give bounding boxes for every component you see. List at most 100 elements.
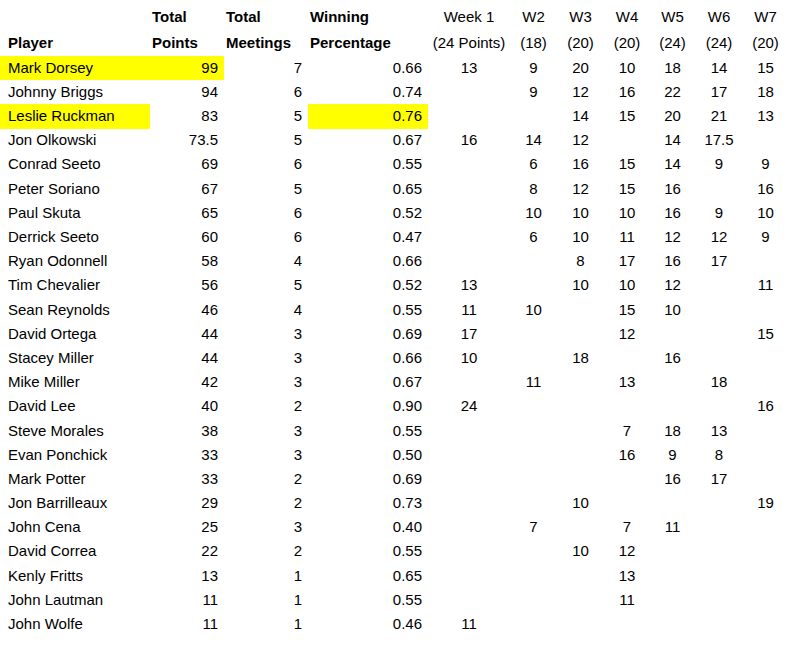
week-cell[interactable] xyxy=(428,153,510,177)
player-cell[interactable]: David Correa xyxy=(0,540,150,564)
week-cell[interactable] xyxy=(604,612,650,636)
week-cell[interactable]: 7 xyxy=(604,419,650,443)
week-header[interactable]: W4 xyxy=(604,4,650,30)
week-cell[interactable]: 16 xyxy=(743,177,788,201)
week-cell[interactable] xyxy=(510,467,557,491)
week-cell[interactable] xyxy=(650,322,695,346)
week-cell[interactable]: 13 xyxy=(695,419,743,443)
total-points-cell[interactable]: 60 xyxy=(150,225,224,249)
week-cell[interactable]: 14 xyxy=(650,153,695,177)
week-cell[interactable]: 10 xyxy=(557,274,604,298)
total-points-header-line2[interactable]: Points xyxy=(150,30,224,56)
week-cell[interactable]: 15 xyxy=(604,153,650,177)
week-cell[interactable]: 7 xyxy=(604,516,650,540)
winning-percentage-cell[interactable]: 0.73 xyxy=(308,491,428,515)
week-cell[interactable] xyxy=(557,370,604,394)
week-cell[interactable]: 10 xyxy=(510,298,557,322)
total-meetings-cell[interactable]: 1 xyxy=(224,588,308,612)
week-cell[interactable]: 14 xyxy=(695,56,743,80)
week-cell[interactable] xyxy=(428,467,510,491)
total-points-cell[interactable]: 25 xyxy=(150,516,224,540)
week-cell[interactable]: 11 xyxy=(428,298,510,322)
week-cell[interactable] xyxy=(557,322,604,346)
winning-percentage-cell[interactable]: 0.66 xyxy=(308,56,428,80)
week-cell[interactable]: 10 xyxy=(428,346,510,370)
week-cell[interactable]: 15 xyxy=(743,322,788,346)
week-cell[interactable]: 9 xyxy=(695,201,743,225)
week-cell[interactable] xyxy=(650,491,695,515)
player-cell[interactable]: John Cena xyxy=(0,516,150,540)
player-cell[interactable]: Sean Reynolds xyxy=(0,298,150,322)
week-cell[interactable]: 16 xyxy=(650,346,695,370)
week-cell[interactable] xyxy=(510,104,557,128)
total-meetings-cell[interactable]: 3 xyxy=(224,419,308,443)
player-cell[interactable]: Stacey Miller xyxy=(0,346,150,370)
winning-percentage-cell[interactable]: 0.55 xyxy=(308,419,428,443)
week-cell[interactable]: 24 xyxy=(428,395,510,419)
week-cell[interactable] xyxy=(428,419,510,443)
total-points-cell[interactable]: 11 xyxy=(150,588,224,612)
week-cell[interactable] xyxy=(695,612,743,636)
week-cell[interactable]: 22 xyxy=(650,80,695,104)
total-meetings-cell[interactable]: 6 xyxy=(224,80,308,104)
week-cell[interactable]: 12 xyxy=(557,80,604,104)
week-cell[interactable] xyxy=(510,443,557,467)
week-cell[interactable] xyxy=(604,346,650,370)
week-cell[interactable] xyxy=(695,564,743,588)
player-cell[interactable]: David Lee xyxy=(0,395,150,419)
week-cell[interactable]: 13 xyxy=(604,370,650,394)
total-meetings-cell[interactable]: 3 xyxy=(224,443,308,467)
week-cell[interactable]: 9 xyxy=(510,80,557,104)
week-cell[interactable] xyxy=(510,274,557,298)
winning-percentage-cell[interactable]: 0.65 xyxy=(308,564,428,588)
week-cell[interactable] xyxy=(743,612,788,636)
week-cell[interactable]: 15 xyxy=(604,104,650,128)
total-meetings-cell[interactable]: 1 xyxy=(224,564,308,588)
week-cell[interactable]: 14 xyxy=(510,129,557,153)
total-meetings-cell[interactable]: 5 xyxy=(224,104,308,128)
total-meetings-cell[interactable]: 5 xyxy=(224,274,308,298)
week-cell[interactable] xyxy=(743,588,788,612)
week-cell[interactable] xyxy=(743,346,788,370)
player-cell[interactable]: Leslie Ruckman xyxy=(0,104,150,128)
total-points-cell[interactable]: 33 xyxy=(150,467,224,491)
week-cell[interactable]: 12 xyxy=(604,540,650,564)
week-header-points[interactable]: (18) xyxy=(510,30,557,56)
total-meetings-cell[interactable]: 3 xyxy=(224,516,308,540)
week-cell[interactable]: 17.5 xyxy=(695,129,743,153)
week-cell[interactable] xyxy=(650,370,695,394)
week-cell[interactable]: 12 xyxy=(557,177,604,201)
player-cell[interactable]: Evan Ponchick xyxy=(0,443,150,467)
player-cell[interactable]: Jon Olkowski xyxy=(0,129,150,153)
week-cell[interactable] xyxy=(510,395,557,419)
total-meetings-cell[interactable]: 2 xyxy=(224,491,308,515)
week-cell[interactable]: 10 xyxy=(604,274,650,298)
total-points-cell[interactable]: 46 xyxy=(150,298,224,322)
week-cell[interactable]: 13 xyxy=(428,274,510,298)
week-cell[interactable] xyxy=(743,540,788,564)
total-meetings-cell[interactable]: 6 xyxy=(224,201,308,225)
week-cell[interactable]: 9 xyxy=(650,443,695,467)
player-cell[interactable]: Peter Soriano xyxy=(0,177,150,201)
week-cell[interactable]: 8 xyxy=(695,443,743,467)
week-cell[interactable] xyxy=(557,588,604,612)
week-cell[interactable]: 8 xyxy=(557,250,604,274)
week-cell[interactable] xyxy=(510,491,557,515)
week-cell[interactable] xyxy=(695,540,743,564)
week-header-points[interactable]: (20) xyxy=(743,30,788,56)
week-cell[interactable]: 10 xyxy=(604,201,650,225)
total-points-cell[interactable]: 11 xyxy=(150,612,224,636)
week-cell[interactable] xyxy=(650,612,695,636)
week-cell[interactable]: 12 xyxy=(604,322,650,346)
winning-percentage-cell[interactable]: 0.55 xyxy=(308,588,428,612)
week-cell[interactable]: 16 xyxy=(557,153,604,177)
week-cell[interactable]: 18 xyxy=(557,346,604,370)
total-meetings-cell[interactable]: 2 xyxy=(224,540,308,564)
total-meetings-cell[interactable]: 3 xyxy=(224,322,308,346)
week-cell[interactable] xyxy=(510,612,557,636)
week-cell[interactable]: 13 xyxy=(604,564,650,588)
total-meetings-cell[interactable]: 5 xyxy=(224,129,308,153)
winning-percentage-cell[interactable]: 0.67 xyxy=(308,370,428,394)
week-cell[interactable]: 14 xyxy=(650,129,695,153)
week-cell[interactable]: 9 xyxy=(743,153,788,177)
